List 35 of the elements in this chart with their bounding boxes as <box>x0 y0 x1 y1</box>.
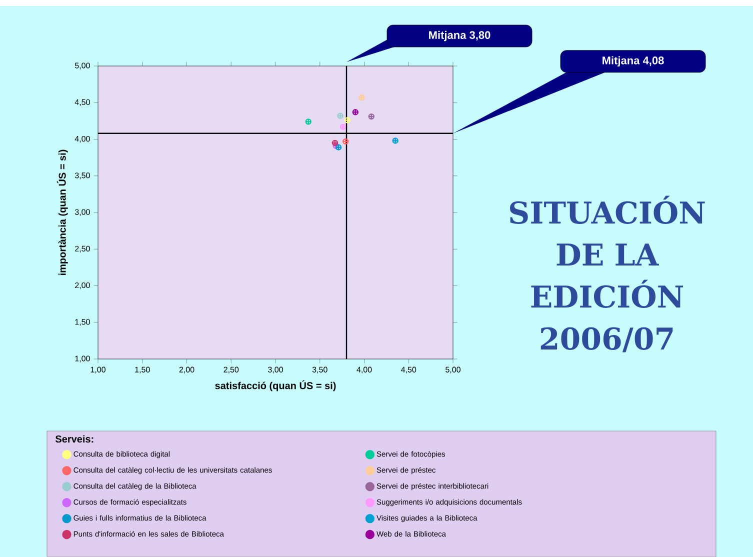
point <box>335 144 342 150</box>
point <box>344 117 350 124</box>
x-tick-label: 1,50 <box>135 366 150 374</box>
y-tick-label: 1,50 <box>75 319 90 326</box>
point <box>332 140 338 146</box>
y-tick-label: 2,00 <box>75 282 90 290</box>
y-tick-label: 2,50 <box>75 246 90 252</box>
point <box>340 124 346 130</box>
x-tick-label: 2,50 <box>224 366 239 374</box>
x-axis-title: satisfacció (quan ÚS = si) <box>215 380 336 392</box>
point <box>342 138 349 145</box>
y-tick-label: 3,00 <box>74 209 90 216</box>
x-tick-label: 1,00 <box>90 366 106 374</box>
point <box>368 113 374 120</box>
x-tick-label: 4,50 <box>401 366 416 374</box>
legend-title: Serveis: <box>55 435 94 443</box>
x-tick-label: 2,00 <box>179 366 194 374</box>
ref-line-label: Mitjana 3,80 <box>429 30 490 42</box>
x-tick-label: 3,00 <box>268 366 283 374</box>
point <box>305 118 312 125</box>
point <box>352 109 358 116</box>
y-tick-label: 5,00 <box>74 62 90 70</box>
point <box>358 94 365 101</box>
x-tick-label: 5,00 <box>446 366 460 374</box>
x-tick-label: 3,50 <box>312 366 328 374</box>
x-tick-label: 4,00 <box>356 366 372 374</box>
y-tick-label: 3,50 <box>74 172 90 180</box>
y-tick-label: 1,00 <box>75 356 90 362</box>
point <box>392 138 398 144</box>
y-axis-title: importància (quan ÚS = si) <box>56 150 68 276</box>
y-tick-label: 4,00 <box>74 136 90 143</box>
text: SITUACIÓN DE LA EDICIÓN 2006/07 <box>510 196 705 352</box>
point <box>337 112 344 119</box>
y-tick-label: 4,50 <box>74 99 90 106</box>
ref-line-label: Mitjana 4,08 <box>602 56 664 67</box>
